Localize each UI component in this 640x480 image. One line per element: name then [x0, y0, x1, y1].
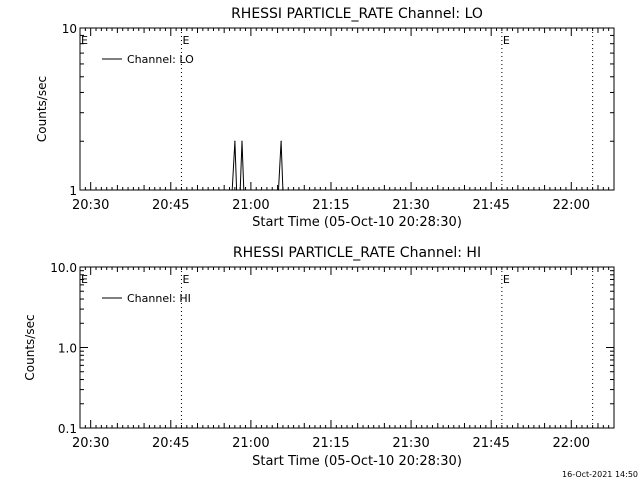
- legend-entry: Channel: LO: [127, 53, 194, 66]
- series-line: [231, 141, 284, 191]
- event-marker-label: E: [503, 34, 510, 47]
- x-tick-label: 21:15: [312, 436, 349, 451]
- x-tick-label: 20:30: [72, 436, 109, 451]
- event-marker-label: E: [182, 273, 189, 286]
- series-point: [239, 189, 241, 191]
- series-point: [234, 140, 236, 142]
- x-tick-label: 21:15: [312, 198, 349, 213]
- y-tick-label: 10: [62, 22, 77, 36]
- series-point: [231, 189, 233, 191]
- y-axis-label: Counts/sec: [23, 314, 37, 380]
- x-tick-label: 22:00: [553, 198, 590, 213]
- legend-entry: Channel: HI: [127, 292, 191, 305]
- x-tick-label: 20:45: [152, 198, 189, 213]
- y-tick-label: 1: [69, 184, 77, 198]
- x-tick-label: 20:45: [152, 436, 189, 451]
- lo-channel-panel: RHESSI PARTICLE_RATE Channel: LO Counts/s…: [35, 6, 615, 230]
- y-tick-label: 1.0: [58, 342, 77, 356]
- series-point: [241, 140, 243, 142]
- footer-timestamp: 16-Oct-2021 14:50: [562, 470, 638, 479]
- x-tick-label: 22:00: [553, 436, 590, 451]
- x-axis-label: Start Time (05-Oct-10 20:28:30): [252, 454, 462, 469]
- series-point: [277, 189, 280, 191]
- event-marker-label: E: [182, 34, 189, 47]
- chart-title: RHESSI PARTICLE_RATE Channel: LO: [231, 6, 483, 22]
- series-point: [280, 140, 282, 142]
- x-tick-label: 20:30: [72, 198, 109, 213]
- event-marker-label: E: [503, 273, 510, 286]
- x-tick-label: 21:45: [472, 436, 509, 451]
- x-tick-label: 21:00: [232, 436, 269, 451]
- y-axis-label: Counts/sec: [35, 76, 49, 142]
- x-tick-label: 21:30: [392, 436, 429, 451]
- x-tick-label: 21:45: [472, 198, 509, 213]
- series-point: [236, 189, 238, 191]
- x-axis-label: Start Time (05-Oct-10 20:28:30): [252, 215, 462, 230]
- x-tick-label: 21:00: [232, 198, 269, 213]
- edge-marker-label: E: [81, 34, 88, 47]
- x-tick-label: 21:30: [392, 198, 429, 213]
- series-point: [243, 189, 245, 191]
- hi-channel-panel: RHESSI PARTICLE_RATE Channel: HI Counts/s…: [23, 245, 615, 469]
- y-tick-label: 10.0: [50, 261, 77, 275]
- series-point: [282, 189, 284, 191]
- chart-title: RHESSI PARTICLE_RATE Channel: HI: [233, 245, 481, 261]
- edge-marker-label: E: [81, 273, 88, 286]
- y-tick-label: 0.1: [58, 422, 77, 436]
